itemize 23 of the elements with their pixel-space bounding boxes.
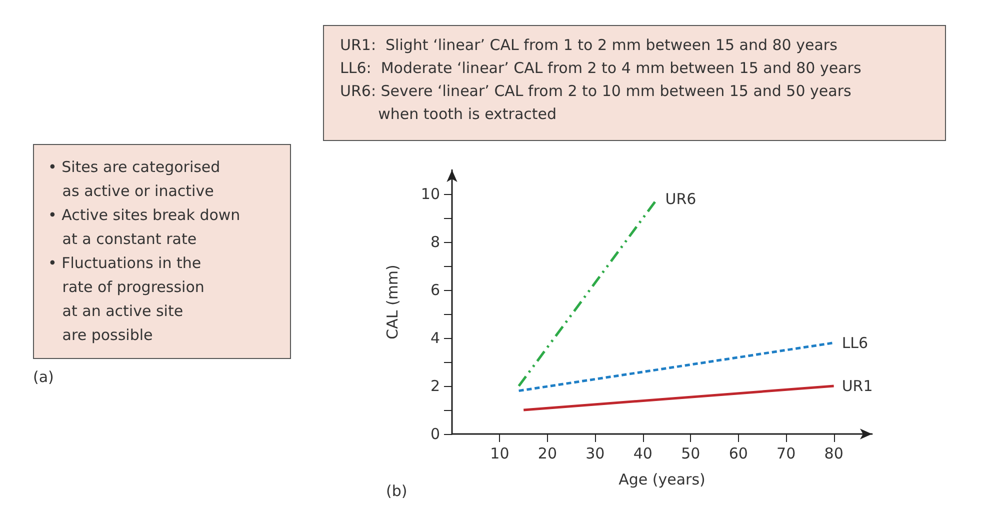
series-label: UR6 (665, 190, 696, 208)
y-tick-label: 4 (430, 329, 440, 347)
text: UR1: Slight ‘linear’ CAL from 1 to 2 mm between 15 and 80 years LL6: Moderate ‘linear’ CAL from 2 to 4 mm between 15 and 80 years UR6: Severe ‘linear’ CAL from 2 to 10 mm between 15 and 50 years when tooth is extracted (323, 25, 946, 141)
text: (a) (33, 368, 54, 386)
x-tick-label: 20 (538, 444, 557, 462)
x-tick-label: 50 (681, 444, 700, 462)
x-tick-label: 80 (824, 444, 844, 462)
x-tick-label: 10 (490, 444, 510, 462)
x-tick-label: 40 (633, 444, 652, 462)
text: • Sites are categorised as active or inactive • Active sites break down at a constant rate • Fluctuations in the rate of progression at an active site are possible (33, 144, 291, 359)
x-tick-label: 30 (586, 444, 605, 462)
y-tick-label: 10 (420, 185, 440, 203)
text: (b) (386, 482, 408, 500)
y-tick-label: 0 (430, 425, 440, 443)
x-tick-label: 60 (728, 444, 748, 462)
y-tick-label: 2 (430, 377, 440, 395)
x-axis-title: Age (years) (618, 470, 706, 488)
series-label: UR1 (842, 377, 873, 395)
y-axis-title: CAL (mm) (384, 264, 402, 340)
y-tick-label: 8 (430, 233, 440, 251)
y-tick-label: 6 (430, 281, 440, 299)
x-tick-label: 70 (776, 444, 796, 462)
series-label: LL6 (842, 334, 868, 352)
